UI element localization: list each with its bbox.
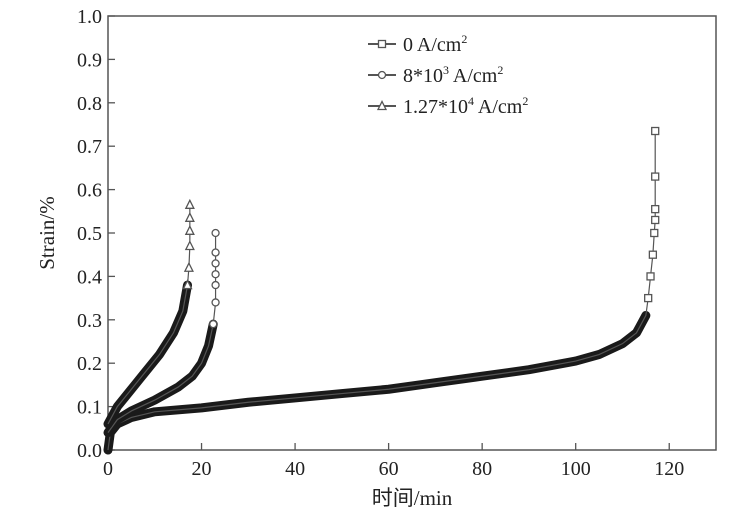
legend-marker-square-icon: [377, 39, 387, 49]
data-point: [648, 250, 658, 259]
data-point: [211, 228, 220, 238]
data-point: [644, 293, 653, 303]
x-tick-label: 0: [103, 458, 113, 480]
legend-label: 8*103 A/cm2: [403, 63, 503, 87]
legend-marker-circle-icon: [377, 70, 387, 80]
data-point: [182, 279, 193, 290]
data-point: [211, 280, 220, 290]
x-tick-label: 20: [192, 458, 212, 480]
data-point: [211, 298, 220, 307]
series-square: [103, 126, 660, 455]
data-point: [651, 126, 660, 136]
data-point: [209, 319, 218, 329]
data-point: [651, 215, 660, 225]
y-tick-label: 0.6: [77, 180, 102, 202]
data-point: [184, 211, 195, 222]
series-triangle: [103, 198, 195, 429]
y-tick-label: 0.9: [77, 49, 102, 71]
data-point: [651, 172, 660, 181]
data-point: [651, 204, 660, 214]
legend-item: 0 A/cm2: [368, 32, 467, 56]
y-tick-label: 0.3: [77, 310, 102, 332]
series-circle: [103, 228, 220, 438]
y-axis-label: Strain/%: [35, 196, 59, 270]
data-point: [211, 270, 220, 279]
data-point: [184, 198, 195, 209]
y-tick-label: 0.2: [77, 353, 102, 375]
y-tick-label: 0.5: [77, 223, 102, 245]
y-tick-label: 0.4: [77, 266, 102, 288]
legend: 0 A/cm2 8*103 A/cm2 1.27*104 A/cm2: [368, 32, 528, 118]
x-tick-label: 100: [561, 458, 591, 480]
x-axis-label: 时间/min: [372, 486, 453, 510]
legend-marker-triangle-icon: [376, 100, 388, 111]
data-point: [211, 248, 220, 257]
legend-label: 1.27*104 A/cm2: [403, 94, 528, 118]
x-tick-label: 80: [472, 458, 492, 480]
data-point: [646, 272, 655, 281]
series-line-dense: [103, 319, 218, 438]
legend-label: 0 A/cm2: [403, 32, 467, 56]
axis-ticks: 0 20 40 60 80 100 120 0.0 0.1 0.2 0.3 0.4 0.5 0.6 0.7 0…: [77, 6, 684, 480]
data-point: [184, 224, 195, 235]
data-point: [211, 259, 220, 268]
y-tick-label: 0.8: [77, 93, 102, 115]
x-tick-label: 60: [379, 458, 399, 480]
y-tick-label: 0.0: [77, 440, 102, 462]
data-point: [183, 261, 194, 272]
data-point: [184, 240, 195, 251]
x-tick-label: 40: [285, 458, 305, 480]
legend-item: 1.27*104 A/cm2: [368, 94, 528, 118]
legend-item: 8*103 A/cm2: [368, 63, 503, 87]
y-tick-label: 0.7: [77, 136, 102, 158]
y-tick-label: 0.1: [77, 397, 102, 419]
data-point: [650, 228, 659, 238]
y-tick-label: 1.0: [77, 6, 102, 28]
series-group: [103, 126, 660, 455]
x-tick-label: 120: [654, 458, 684, 480]
